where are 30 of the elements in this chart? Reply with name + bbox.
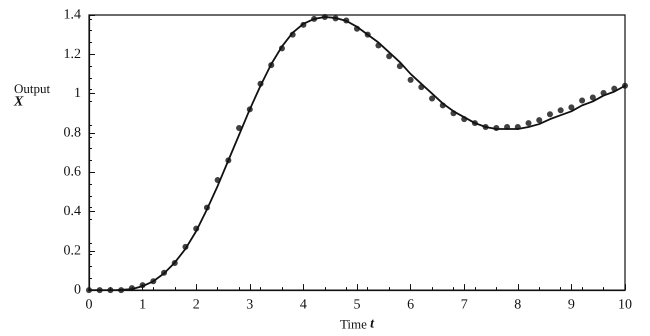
point (429, 96, 436, 102)
x-tick-label: 9 (568, 298, 575, 313)
y-tick-label: 1 (74, 86, 81, 102)
y-axis-title: Output X (13, 81, 50, 110)
point (558, 107, 564, 114)
y-tick-label: 0 (74, 282, 81, 298)
x-tick-label: 1 (139, 298, 146, 313)
y-tick-label: 0.4 (64, 204, 81, 219)
point (408, 76, 414, 83)
point (536, 117, 542, 124)
y-tick-label: 1.2 (64, 46, 81, 62)
point (568, 104, 574, 110)
x-tick-label: 8 (514, 298, 522, 313)
x-tick-label: 3 (246, 298, 254, 313)
y-tick-label: 1.4 (64, 8, 81, 22)
x-tick-label: 7 (460, 298, 468, 313)
x-tick-label: 2 (192, 298, 200, 313)
x-axis-title: Time t (340, 316, 376, 332)
x-tick-label: 6 (407, 298, 414, 313)
point (526, 120, 532, 126)
point (579, 97, 586, 104)
x-tick-label: 4 (300, 298, 307, 313)
y-tick-label: 0.8 (64, 125, 81, 140)
y-tick-label: 0.2 (64, 243, 81, 258)
y-tick-label: 0.6 (64, 164, 81, 180)
x-tick-label: 10 (618, 298, 632, 313)
point (546, 111, 553, 118)
point (590, 94, 596, 101)
x-tick-label: 0 (86, 298, 92, 313)
x-tick-label: 5 (354, 298, 360, 313)
